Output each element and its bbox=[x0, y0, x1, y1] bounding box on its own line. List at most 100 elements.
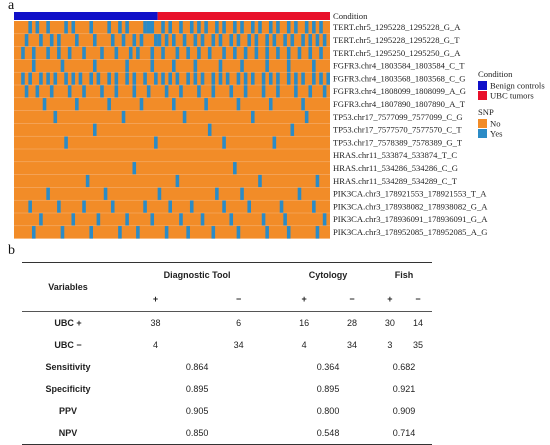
heatmap-cell-yes bbox=[132, 72, 137, 85]
heatmap-cell-yes bbox=[46, 21, 50, 34]
heatmap-cell-yes bbox=[258, 21, 262, 34]
cell-value: 4 bbox=[153, 340, 159, 350]
heatmap-cell-yes bbox=[319, 46, 323, 60]
heatmap-cell-yes bbox=[276, 85, 280, 98]
legend-condition-title: Condition bbox=[478, 69, 513, 79]
heatmap-cell-yes bbox=[211, 85, 216, 98]
cell-value: 14 bbox=[403, 311, 432, 334]
heatmap-cell-yes bbox=[42, 97, 47, 111]
heatmap-cell-yes bbox=[121, 33, 126, 47]
heatmap-cell-yes bbox=[200, 72, 205, 85]
heatmap-cell-yes bbox=[175, 46, 180, 60]
table-row-ubc-positive: UBC + 38 6 16 28 30 14 bbox=[22, 311, 432, 334]
heatmap-cell-yes bbox=[150, 59, 155, 73]
heatmap-cell-yes bbox=[125, 213, 129, 226]
heatmap-cell-yes bbox=[96, 213, 101, 226]
heatmap-cell-yes bbox=[60, 59, 65, 73]
cell-value: 16 bbox=[280, 311, 329, 334]
legend-swatch bbox=[478, 119, 487, 128]
heatmap-cell-yes bbox=[175, 72, 180, 85]
heatmap-cell-yes bbox=[100, 85, 104, 98]
heatmap-cell-yes bbox=[254, 46, 259, 60]
heatmap-cell-yes bbox=[283, 213, 287, 226]
heatmap-row-label: TP53.chr17_7578389_7578389_G_T bbox=[333, 137, 463, 147]
heatmap-cell-yes bbox=[154, 72, 158, 85]
heatmap-cell-yes bbox=[128, 46, 133, 60]
heatmap-cell-yes bbox=[207, 46, 212, 60]
heatmap-cell-yes bbox=[175, 174, 180, 188]
cell-value: 0.921 bbox=[392, 384, 416, 394]
cell-value: 34 bbox=[346, 340, 357, 350]
heatmap-cell-yes bbox=[82, 85, 86, 98]
heatmap-row bbox=[14, 213, 330, 226]
heatmap-cell-yes bbox=[265, 33, 269, 47]
heatmap-cell-yes bbox=[60, 225, 65, 239]
table-row-ubc-negative: UBC − 4 34 4 34 3 35 bbox=[22, 334, 432, 356]
subheader-fish-plus: + bbox=[387, 294, 393, 304]
heatmap-cell-yes bbox=[294, 85, 298, 98]
heatmap-row-label: HRAS.chr11_533874_533874_T_C bbox=[333, 150, 457, 160]
cell-value: 0.895 bbox=[185, 384, 209, 394]
cell-value: 0.909 bbox=[392, 406, 416, 416]
heatmap-cell-yes bbox=[31, 225, 36, 239]
heatmap-cell-yes bbox=[21, 72, 25, 85]
heatmap-cell-yes bbox=[103, 187, 108, 201]
condition-annotation-title: Condition bbox=[333, 11, 368, 21]
heatmap-cell-yes bbox=[322, 213, 327, 226]
heatmap-cell-yes bbox=[89, 225, 93, 239]
heatmap-cell-yes bbox=[222, 46, 226, 60]
heatmap-cell-yes bbox=[301, 97, 305, 111]
heatmap-cell-yes bbox=[243, 46, 248, 60]
heatmap-cell-yes bbox=[276, 72, 280, 85]
heatmap-cell-yes bbox=[114, 85, 119, 98]
heatmap-cell-yes bbox=[251, 72, 255, 85]
heatmap-row-label: PIK3CA.chr3_178938082_178938082_G_A bbox=[333, 201, 488, 211]
heatmap-cell-yes bbox=[46, 187, 50, 201]
heatmap-cell-yes bbox=[89, 21, 93, 34]
heatmap-cell-yes bbox=[64, 72, 68, 85]
heatmap-cell-yes bbox=[268, 97, 273, 111]
heatmap-cell-yes bbox=[93, 33, 97, 47]
heatmap-cell-yes bbox=[136, 46, 140, 60]
heatmap-cell-yes bbox=[189, 200, 194, 213]
heatmap-row-labels: TERT.chr5_1295228_1295228_G_A TERT.chr5_1… bbox=[333, 22, 488, 237]
heatmap-cell-yes bbox=[197, 21, 201, 34]
heatmap-cell-yes bbox=[35, 21, 40, 34]
heatmap-cell-yes bbox=[125, 21, 129, 34]
heatmap-cell-yes bbox=[200, 33, 205, 47]
heatmap-cell-yes bbox=[150, 21, 155, 34]
heatmap-cell-yes bbox=[322, 33, 327, 47]
heatmap-cell-yes bbox=[186, 225, 190, 239]
heatmap-cell-yes bbox=[207, 123, 212, 137]
heatmap-cell-yes bbox=[31, 46, 36, 60]
heatmap-cell-yes bbox=[71, 72, 76, 85]
heatmap-cell-yes bbox=[243, 85, 248, 98]
table-row-ppv: PPV 0.905 0.800 0.909 bbox=[22, 400, 432, 422]
heatmap-row bbox=[14, 110, 330, 124]
group-header-cytology: Cytology bbox=[308, 270, 348, 280]
heatmap-cell-yes bbox=[193, 33, 198, 47]
heatmap-cell-yes bbox=[286, 46, 291, 60]
cell-value: 0.895 bbox=[316, 384, 340, 394]
heatmap-cell-yes bbox=[143, 72, 147, 85]
heatmap-cell-yes bbox=[197, 46, 201, 60]
heatmap-cell-yes bbox=[179, 21, 183, 34]
cell-value: 28 bbox=[328, 311, 376, 334]
heatmap-cell-yes bbox=[93, 123, 97, 137]
heatmap-cell-yes bbox=[308, 85, 313, 98]
heatmap-cell-yes bbox=[218, 72, 223, 85]
cell-value: 0.682 bbox=[392, 362, 416, 372]
heatmap-cell-yes bbox=[132, 33, 137, 47]
cell-value: 0.714 bbox=[375, 422, 432, 445]
heatmap-cell-yes bbox=[297, 46, 302, 60]
heatmap-cell-yes bbox=[110, 200, 115, 213]
heatmap-cell-yes bbox=[265, 59, 269, 73]
heatmap-cell-yes bbox=[268, 21, 273, 34]
heatmap-cell-yes bbox=[121, 110, 126, 124]
heatmap-cell-yes bbox=[322, 85, 327, 98]
cell-value: 6 bbox=[197, 311, 281, 334]
heatmap-row bbox=[14, 136, 330, 149]
heatmap-cell-yes bbox=[21, 46, 25, 60]
group-header-diagnostic-tool: Diagnostic Tool bbox=[163, 270, 231, 280]
heatmap-cell-yes bbox=[236, 225, 241, 239]
